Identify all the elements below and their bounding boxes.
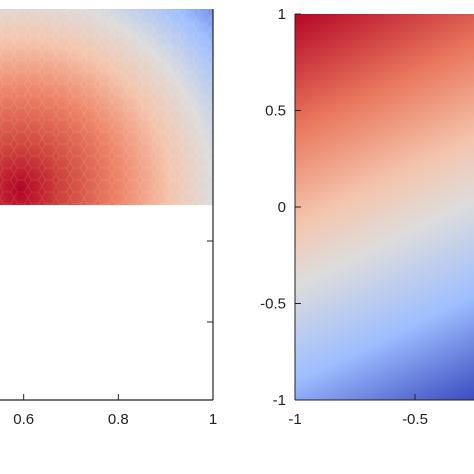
right-heatmap	[295, 14, 474, 400]
right-panel: 1 0.5 0 -0.5 -1 -1 -0.5	[260, 6, 474, 428]
left-panel: 0.6 0.8 1	[0, 9, 217, 428]
right-y-tick-label: 1	[278, 6, 286, 23]
left-x-tick-label: 1	[209, 411, 217, 428]
left-x-ticks: 0.6 0.8 1	[13, 394, 217, 428]
right-x-ticks: -1 -0.5	[288, 394, 428, 428]
right-y-tick-label: 0	[278, 199, 286, 216]
left-heatmap-facets	[0, 9, 213, 205]
right-x-tick-label: -0.5	[402, 411, 428, 428]
right-y-tick-label: -1	[273, 392, 286, 409]
left-x-tick-label: 0.8	[108, 411, 129, 428]
right-y-tick-label: 0.5	[265, 103, 286, 120]
right-y-tick-label: -0.5	[260, 296, 286, 313]
left-x-tick-label: 0.6	[13, 411, 34, 428]
right-y-ticks: 1 0.5 0 -0.5 -1	[260, 6, 301, 409]
right-x-tick-label: -1	[288, 411, 301, 428]
